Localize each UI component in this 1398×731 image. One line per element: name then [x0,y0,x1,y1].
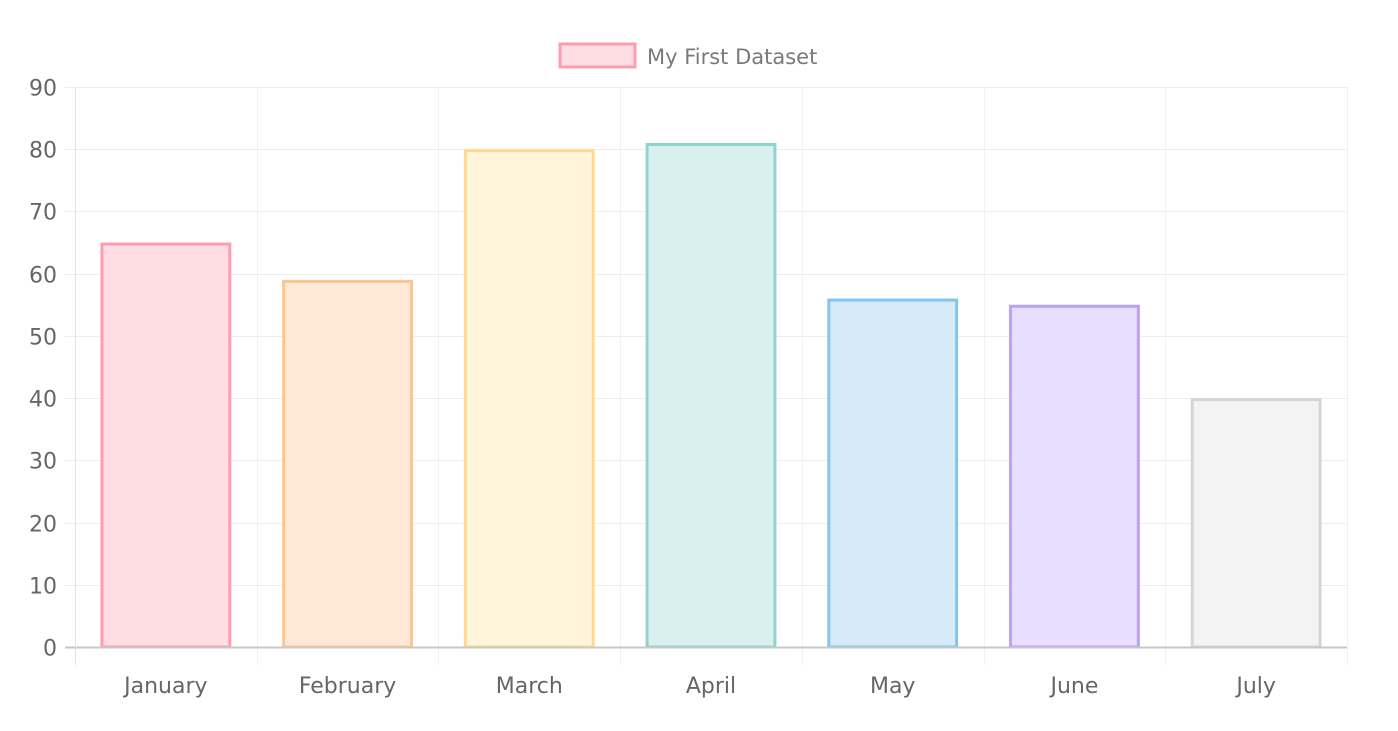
x-tick-label: May [870,674,915,699]
bar-january[interactable] [100,242,232,649]
legend[interactable]: My First Dataset [558,42,817,69]
bar-may[interactable] [827,298,959,649]
y-tick-label: 10 [29,575,57,600]
bars [100,143,1322,649]
bar-june[interactable] [1009,304,1140,649]
y-tick-label: 20 [29,513,57,538]
legend-swatch[interactable] [558,42,637,69]
bar-march[interactable] [463,149,595,649]
y-tick-label: 40 [29,388,57,413]
y-tick-label: 50 [29,326,57,351]
y-tick-label: 30 [29,450,57,475]
axes: 0 10 20 30 40 50 60 70 80 90 January February March A… [29,77,1347,699]
x-tick-label: July [1234,674,1276,699]
y-tick-label: 80 [29,139,57,164]
y-tick-label: 70 [29,201,57,226]
x-tick-label: January [122,674,207,699]
x-tick-label: February [299,674,397,699]
y-tick-label: 90 [29,77,57,102]
bar-april[interactable] [645,143,777,649]
bar-february[interactable] [282,279,413,649]
x-tick-label: June [1048,674,1098,699]
y-tick-label: 0 [43,637,57,662]
x-tick-label: March [496,674,563,699]
bar-july[interactable] [1190,398,1322,649]
x-tick-label: April [686,674,736,699]
y-tick-label: 60 [29,264,57,289]
legend-label[interactable]: My First Dataset [647,45,817,69]
